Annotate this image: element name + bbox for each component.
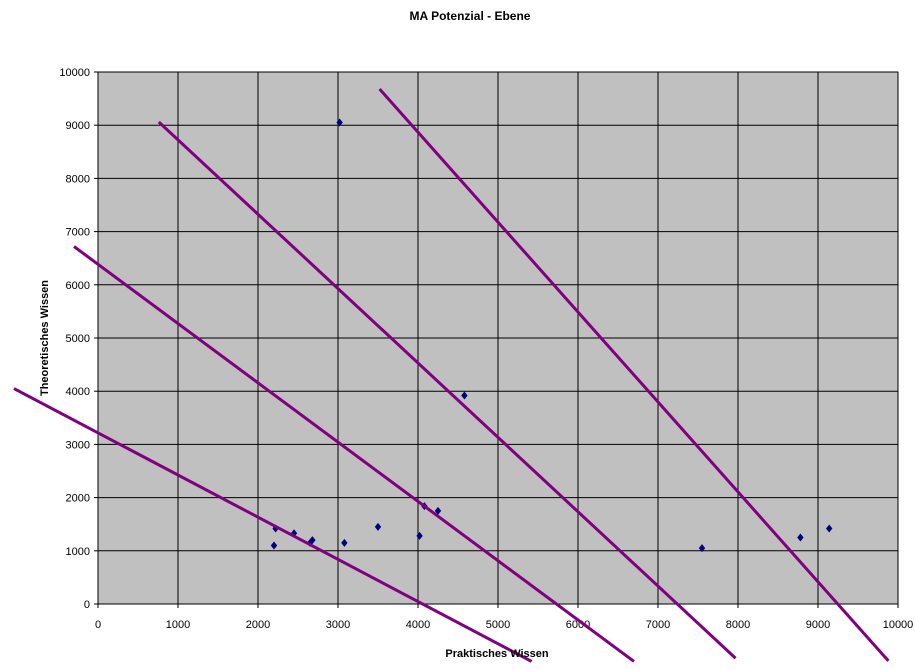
data-point <box>336 118 343 127</box>
data-point <box>461 391 468 400</box>
data-point <box>341 538 348 547</box>
y-tick-label: 0 <box>84 599 90 611</box>
x-tick-label: 5000 <box>486 619 510 631</box>
chart-title: MA Potenzial - Ebene <box>410 9 531 23</box>
x-tick-label: 8000 <box>726 619 750 631</box>
x-tick-label: 7000 <box>646 619 670 631</box>
data-point <box>309 536 316 545</box>
data-point <box>698 544 706 553</box>
data-point <box>826 524 833 533</box>
data-point <box>416 531 423 540</box>
trend-line <box>157 120 737 660</box>
x-tick-label: 2000 <box>246 619 270 631</box>
data-point <box>270 541 278 550</box>
x-tick-label: 0 <box>95 619 101 631</box>
trend-line <box>73 245 635 663</box>
data-point <box>374 522 382 531</box>
x-axis-title: Praktisches Wissen <box>445 648 549 660</box>
trend-line <box>378 88 890 662</box>
y-tick-label: 9000 <box>66 120 90 132</box>
x-tick-label: 4000 <box>406 619 430 631</box>
data-point <box>797 533 804 542</box>
y-tick-label: 6000 <box>66 280 90 292</box>
y-tick-label: 3000 <box>66 439 90 451</box>
x-tick-label: 3000 <box>326 619 350 631</box>
x-axis-ticks: 0 1000 2000 3000 4000 5000 6000 7000 8000 9000 100… <box>95 604 913 631</box>
y-tick-label: 2000 <box>66 493 90 505</box>
x-tick-label: 6000 <box>566 619 590 631</box>
x-tick-label: 9000 <box>806 619 830 631</box>
y-tick-label: 5000 <box>66 333 90 345</box>
y-tick-label: 8000 <box>66 173 90 185</box>
y-tick-label: 7000 <box>66 227 90 239</box>
x-tick-label: 1000 <box>166 619 190 631</box>
grid <box>97 71 899 605</box>
y-tick-label: 4000 <box>66 386 90 398</box>
y-axis-title: Theoretisches Wissen <box>39 280 51 396</box>
y-axis-ticks: 0 1000 2000 3000 4000 5000 6000 7000 8000 9000 100… <box>59 67 98 611</box>
trend-lines <box>13 88 890 663</box>
y-tick-label: 1000 <box>66 546 90 558</box>
trend-line <box>13 387 533 663</box>
y-tick-label: 10000 <box>59 67 90 79</box>
data-point <box>434 506 442 515</box>
x-tick-label: 10000 <box>883 619 914 631</box>
